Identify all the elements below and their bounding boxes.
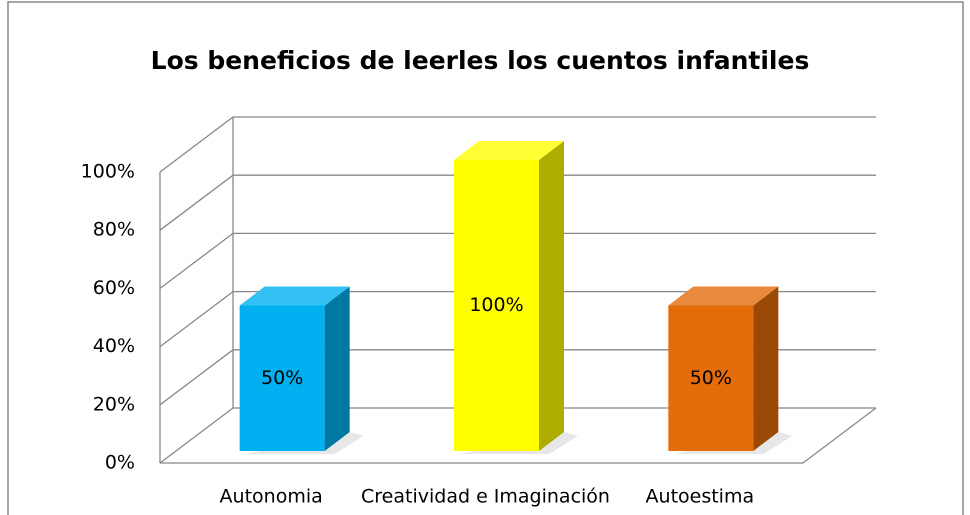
y-tick-label: 20% [93,393,135,415]
y-tick-label: 80% [93,219,135,241]
bar-side [324,286,350,451]
grid-line [159,407,876,464]
grid-line [159,232,876,289]
data-label: 50% [690,367,732,389]
grid-line [159,349,876,406]
y-tick-label: 60% [93,277,135,299]
grid-line [159,116,876,173]
y-tick-label: 100% [81,161,135,183]
floor-edge [160,407,877,464]
x-tick-label: Autoestima [646,486,755,508]
chart-border [7,1,964,515]
bar-top [454,141,564,160]
data-label: 50% [261,367,303,389]
bar-side [539,141,564,451]
grid-line [159,174,876,231]
bar [454,160,539,451]
chart-title: Los beneficios de leerles los cuentos in… [151,46,810,75]
bar-side [753,286,779,451]
bar-top [239,286,350,306]
x-tick-label: Creatividad e Imaginación [361,486,610,508]
y-tick-label: 0% [105,452,135,474]
x-tick-label: Autonomia [220,486,323,508]
data-label: 100% [469,294,523,316]
grid-line [159,290,876,348]
y-tick-label: 40% [93,335,135,357]
bar [239,305,325,451]
bar [668,305,754,451]
bar-top [668,286,779,306]
